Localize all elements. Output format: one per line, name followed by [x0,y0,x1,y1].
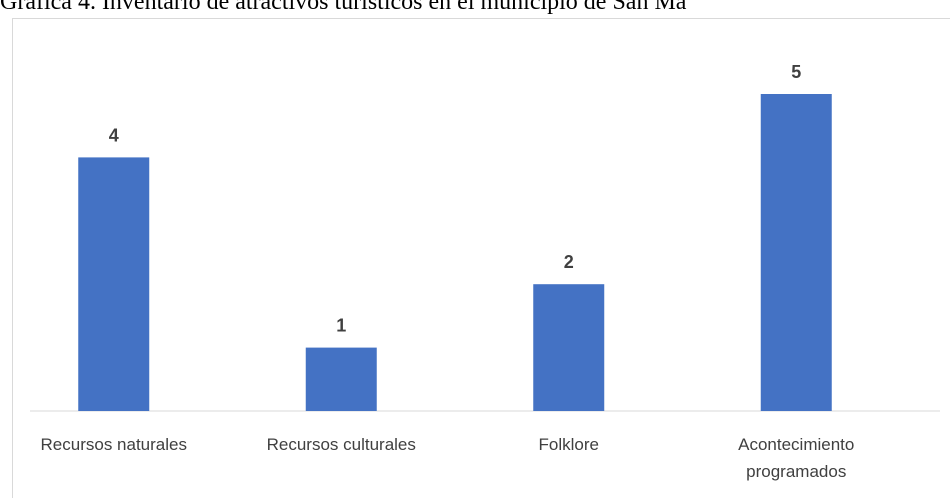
category-label-2: Recursos culturales [267,435,416,454]
bar-2 [305,347,377,411]
bar-4 [760,94,832,411]
data-label-4: 5 [791,62,801,82]
category-label-line: Recursos culturales [267,435,416,454]
data-label-3: 2 [564,252,574,272]
category-label-line: Folklore [539,435,599,454]
category-label-4: Acontecimiento programados [738,435,854,481]
category-label-1: Recursos naturales [41,435,187,454]
bar-3 [533,284,605,411]
chart-frame [12,18,950,498]
data-label-1: 4 [109,125,119,145]
data-label-2: 1 [336,316,346,336]
category-label-line: Recursos naturales [41,435,187,454]
bar-1 [78,157,150,411]
chart-title: Gráfica 4. Inventario de atractivos turí… [0,0,687,15]
category-label-line: programados [746,462,846,481]
category-label-line: Acontecimiento [738,435,854,454]
category-label-3: Folklore [539,435,599,454]
